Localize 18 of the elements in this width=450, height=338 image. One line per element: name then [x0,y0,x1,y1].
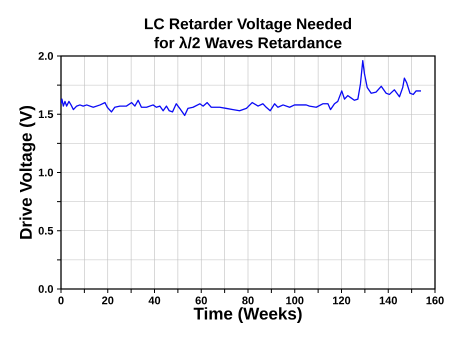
chart-title: LC Retarder Voltage Needed for λ/2 Waves Retardance [144,18,352,48]
y-tick-label: 0.5 [38,226,54,235]
x-axis-title: Time (Weeks) [194,307,302,324]
line-series [61,60,422,116]
x-tick-label: 0 [58,296,64,304]
x-tick-label: 160 [426,296,444,304]
x-tick-label: 120 [333,296,350,304]
y-tick-label: 1.5 [38,110,54,118]
x-tick-label: 100 [286,296,304,304]
y-tick-label: 2.0 [38,52,54,60]
x-tick-label: 40 [148,296,160,304]
y-tick-label: 0.0 [38,285,54,293]
y-tick-label: 1.0 [38,168,54,176]
x-tick-label: 60 [196,296,207,304]
x-tick-label: 140 [380,296,397,304]
y-axis-title: Drive Voltage (V) [19,106,36,239]
x-tick-label: 80 [242,296,254,304]
x-tick-label: 20 [102,296,114,304]
